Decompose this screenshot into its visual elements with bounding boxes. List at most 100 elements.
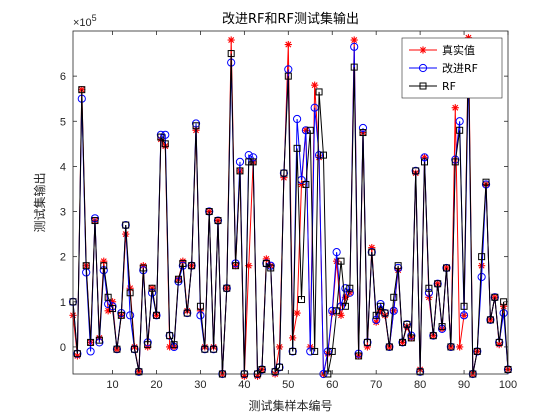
series-3-line [72, 51, 509, 376]
series-2-point [477, 272, 486, 282]
series-2-point [459, 311, 469, 320]
series-2-point [126, 311, 135, 320]
series-3-point [223, 284, 231, 292]
legend-swatch-marker [418, 63, 428, 73]
series-2-point [310, 103, 319, 112]
series-3-point [91, 217, 99, 225]
series-3-point [394, 262, 402, 270]
x-tick-label: 60 [326, 379, 338, 391]
x-tick-label: 50 [282, 379, 294, 391]
y-scale-base: ×10 [73, 17, 92, 29]
series-3-point [113, 345, 121, 353]
series-3-point [412, 167, 420, 175]
series-3-point [328, 347, 336, 355]
y-axis-label: 测试集输出 [32, 172, 47, 232]
x-tick-label: 20 [150, 379, 162, 391]
series-3-point [126, 289, 134, 297]
series-2-point [292, 114, 302, 124]
series-3-point [495, 338, 503, 346]
series-layer [68, 34, 513, 380]
series-2-point [196, 311, 205, 320]
series-2-point [376, 299, 385, 309]
series-3-point [280, 169, 288, 177]
series-3-point [451, 158, 459, 166]
legend-label: 改进RF [442, 61, 478, 75]
y-scale-exponent: 5 [92, 13, 97, 23]
legend-item-2: 改进RF [409, 61, 478, 75]
series-2-point [402, 320, 412, 329]
series-2-point [86, 347, 95, 356]
series-3-point [438, 323, 446, 331]
series-2-point [420, 153, 429, 162]
series-3-point [491, 293, 499, 301]
series-3-point [87, 338, 95, 346]
series-3-point [109, 305, 117, 313]
series-3-point [403, 320, 411, 328]
series-3-point [333, 307, 341, 315]
legend-swatch-marker [419, 82, 427, 90]
series-1-point [451, 104, 459, 112]
legend-item-3: RF [409, 80, 456, 93]
y-tick-label: 0 [60, 342, 66, 354]
series-3-point [421, 158, 429, 166]
series-3-point [144, 341, 152, 349]
series-3-point [227, 50, 235, 58]
series-3-point [416, 368, 424, 376]
series-3-point [152, 311, 160, 319]
series-3-point [315, 88, 323, 96]
series-3-point [289, 347, 297, 355]
series-2-point [178, 261, 187, 270]
chart-title: 改进RF和RF测试集输出 [222, 11, 359, 27]
series-3-point [82, 262, 90, 270]
series-2-point [358, 123, 368, 133]
series-3-point [284, 72, 292, 80]
series-3-point [122, 221, 130, 229]
y-tick-label: 2 [60, 252, 66, 264]
series-2-point [341, 284, 350, 293]
series-3-point [161, 140, 169, 148]
legend-label: 真实值 [442, 43, 475, 57]
legend-item-1: 真实值 [409, 43, 475, 57]
series-3-point [385, 343, 393, 351]
series-3-point [473, 347, 481, 355]
series-3-point [434, 280, 442, 288]
x-tick-label: 40 [238, 379, 250, 391]
series-2-point [499, 308, 508, 318]
series-3-point [425, 284, 433, 292]
series-3-point [170, 341, 178, 349]
series-3-point [135, 368, 143, 376]
series-3-point [429, 332, 437, 340]
series-3-point [131, 345, 139, 353]
x-tick-label: 30 [194, 379, 206, 391]
y-tick-label: 1 [60, 297, 66, 309]
x-tick-label: 10 [106, 379, 118, 391]
series-3-point [95, 336, 103, 344]
series-1-point [311, 81, 319, 89]
series-3-point [486, 316, 494, 324]
x-tick-label: 100 [499, 379, 517, 391]
series-3-point [117, 311, 125, 319]
series-3-point [293, 144, 301, 152]
y-tick-label: 3 [60, 207, 66, 219]
series-3-point [166, 332, 174, 340]
series-3-point [104, 293, 112, 301]
y-tick-label: 6 [60, 71, 66, 83]
series-3-point [271, 368, 279, 376]
x-tick-label: 80 [414, 379, 426, 391]
series-3-point [258, 365, 266, 373]
series-3-point [201, 345, 209, 353]
series-3-point [355, 352, 363, 360]
series-3-point [350, 63, 358, 71]
series-2-point [161, 130, 170, 139]
series-2-point [306, 347, 315, 356]
series-2-point [389, 306, 398, 315]
series-3-point [346, 284, 354, 292]
legend-swatch-marker [419, 46, 427, 54]
x-tick-label: 90 [458, 379, 470, 391]
series-2-point [235, 157, 245, 166]
series-3-point [192, 122, 200, 130]
series-3-point [390, 293, 398, 301]
series-3-point [302, 180, 310, 188]
